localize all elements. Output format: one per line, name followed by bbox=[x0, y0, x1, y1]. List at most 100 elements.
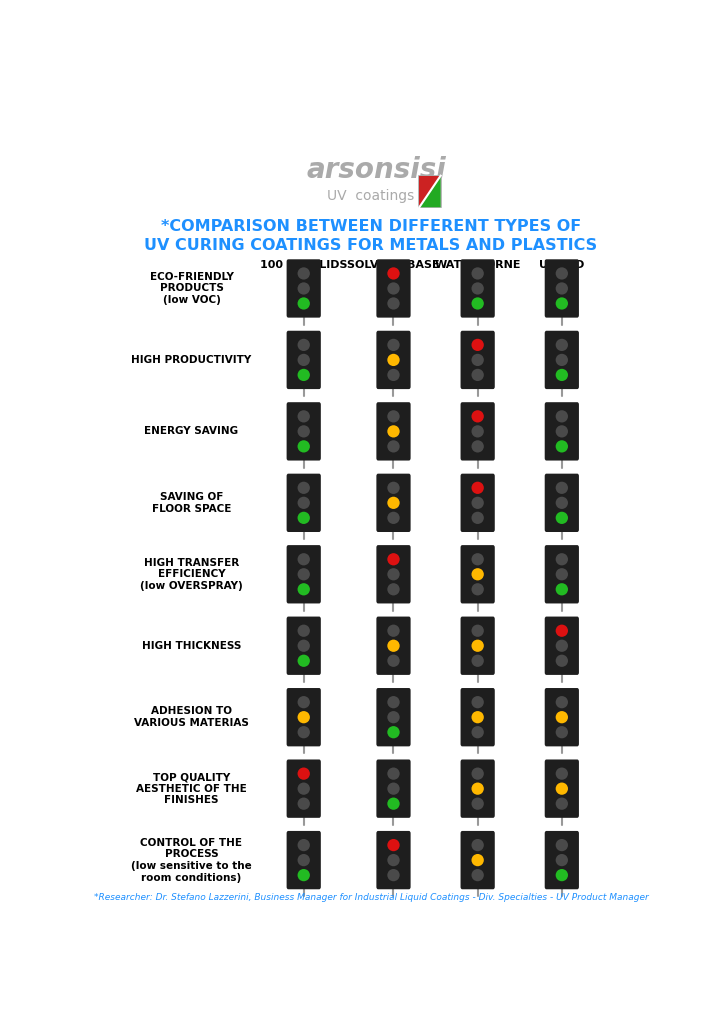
FancyBboxPatch shape bbox=[544, 616, 579, 675]
Ellipse shape bbox=[471, 369, 484, 381]
Ellipse shape bbox=[298, 726, 310, 738]
Ellipse shape bbox=[555, 481, 568, 494]
FancyBboxPatch shape bbox=[544, 760, 579, 818]
FancyBboxPatch shape bbox=[544, 474, 579, 532]
Text: *COMPARISON BETWEEN DIFFERENT TYPES OF: *COMPARISON BETWEEN DIFFERENT TYPES OF bbox=[161, 219, 581, 234]
Ellipse shape bbox=[555, 782, 568, 795]
FancyBboxPatch shape bbox=[544, 402, 579, 461]
Ellipse shape bbox=[298, 583, 310, 595]
Ellipse shape bbox=[298, 568, 310, 581]
Ellipse shape bbox=[387, 440, 400, 453]
FancyBboxPatch shape bbox=[460, 616, 494, 675]
Ellipse shape bbox=[555, 267, 568, 280]
Ellipse shape bbox=[471, 512, 484, 524]
FancyBboxPatch shape bbox=[419, 176, 441, 207]
Ellipse shape bbox=[471, 583, 484, 595]
Ellipse shape bbox=[471, 625, 484, 637]
Ellipse shape bbox=[471, 854, 484, 866]
Polygon shape bbox=[419, 176, 441, 207]
Ellipse shape bbox=[298, 854, 310, 866]
Ellipse shape bbox=[387, 411, 400, 423]
Ellipse shape bbox=[387, 553, 400, 565]
Ellipse shape bbox=[298, 782, 310, 795]
Ellipse shape bbox=[298, 654, 310, 667]
Ellipse shape bbox=[555, 768, 568, 779]
Text: ADHESION TO
VARIOUS MATERIAS: ADHESION TO VARIOUS MATERIAS bbox=[134, 707, 249, 728]
Ellipse shape bbox=[471, 267, 484, 280]
Ellipse shape bbox=[471, 297, 484, 309]
FancyBboxPatch shape bbox=[460, 331, 494, 389]
Ellipse shape bbox=[387, 711, 400, 723]
Ellipse shape bbox=[471, 640, 484, 652]
Ellipse shape bbox=[387, 425, 400, 437]
FancyBboxPatch shape bbox=[460, 760, 494, 818]
FancyBboxPatch shape bbox=[287, 474, 321, 532]
Ellipse shape bbox=[471, 497, 484, 509]
Ellipse shape bbox=[471, 568, 484, 581]
Text: UV  coatings: UV coatings bbox=[327, 189, 415, 203]
Text: ECO-FRIENDLY
PRODUCTS
(low VOC): ECO-FRIENDLY PRODUCTS (low VOC) bbox=[150, 271, 233, 305]
Ellipse shape bbox=[387, 768, 400, 779]
Text: TOP QUALITY
AESTHETIC OF THE
FINISHES: TOP QUALITY AESTHETIC OF THE FINISHES bbox=[136, 772, 247, 805]
Ellipse shape bbox=[298, 696, 310, 709]
Ellipse shape bbox=[555, 297, 568, 309]
Text: HIGH PRODUCTIVITY: HIGH PRODUCTIVITY bbox=[131, 355, 252, 365]
Ellipse shape bbox=[555, 568, 568, 581]
Text: SAVING OF
FLOOR SPACE: SAVING OF FLOOR SPACE bbox=[152, 492, 231, 514]
Text: arsonsisi: arsonsisi bbox=[307, 157, 447, 184]
Polygon shape bbox=[419, 176, 441, 207]
Ellipse shape bbox=[387, 369, 400, 381]
Ellipse shape bbox=[298, 512, 310, 524]
FancyBboxPatch shape bbox=[376, 616, 411, 675]
Ellipse shape bbox=[555, 553, 568, 565]
Ellipse shape bbox=[471, 283, 484, 295]
FancyBboxPatch shape bbox=[544, 830, 579, 889]
Ellipse shape bbox=[387, 869, 400, 882]
Text: UV CURING COATINGS FOR METALS AND PLASTICS: UV CURING COATINGS FOR METALS AND PLASTI… bbox=[145, 238, 597, 253]
Ellipse shape bbox=[555, 696, 568, 709]
Ellipse shape bbox=[555, 411, 568, 423]
Ellipse shape bbox=[387, 782, 400, 795]
FancyBboxPatch shape bbox=[287, 616, 321, 675]
FancyBboxPatch shape bbox=[376, 545, 411, 603]
Ellipse shape bbox=[471, 339, 484, 351]
Ellipse shape bbox=[471, 768, 484, 779]
Ellipse shape bbox=[387, 339, 400, 351]
FancyBboxPatch shape bbox=[376, 688, 411, 746]
Ellipse shape bbox=[298, 425, 310, 437]
Ellipse shape bbox=[298, 768, 310, 779]
Ellipse shape bbox=[471, 654, 484, 667]
FancyBboxPatch shape bbox=[376, 760, 411, 818]
Ellipse shape bbox=[387, 583, 400, 595]
Ellipse shape bbox=[387, 512, 400, 524]
Ellipse shape bbox=[387, 497, 400, 509]
Ellipse shape bbox=[387, 353, 400, 366]
Ellipse shape bbox=[387, 481, 400, 494]
Ellipse shape bbox=[555, 583, 568, 595]
Ellipse shape bbox=[555, 640, 568, 652]
Ellipse shape bbox=[298, 481, 310, 494]
FancyBboxPatch shape bbox=[460, 402, 494, 461]
Ellipse shape bbox=[471, 481, 484, 494]
Ellipse shape bbox=[555, 654, 568, 667]
Ellipse shape bbox=[471, 869, 484, 882]
Ellipse shape bbox=[298, 297, 310, 309]
Ellipse shape bbox=[387, 798, 400, 810]
Ellipse shape bbox=[555, 798, 568, 810]
Ellipse shape bbox=[555, 369, 568, 381]
Ellipse shape bbox=[298, 553, 310, 565]
FancyBboxPatch shape bbox=[287, 259, 321, 317]
Ellipse shape bbox=[298, 497, 310, 509]
Ellipse shape bbox=[555, 726, 568, 738]
FancyBboxPatch shape bbox=[376, 830, 411, 889]
Ellipse shape bbox=[555, 711, 568, 723]
Text: HIGH THICKNESS: HIGH THICKNESS bbox=[142, 641, 241, 650]
FancyBboxPatch shape bbox=[544, 545, 579, 603]
Ellipse shape bbox=[387, 726, 400, 738]
Ellipse shape bbox=[298, 353, 310, 366]
Ellipse shape bbox=[298, 339, 310, 351]
Ellipse shape bbox=[298, 711, 310, 723]
FancyBboxPatch shape bbox=[287, 688, 321, 746]
Ellipse shape bbox=[471, 798, 484, 810]
Ellipse shape bbox=[555, 283, 568, 295]
